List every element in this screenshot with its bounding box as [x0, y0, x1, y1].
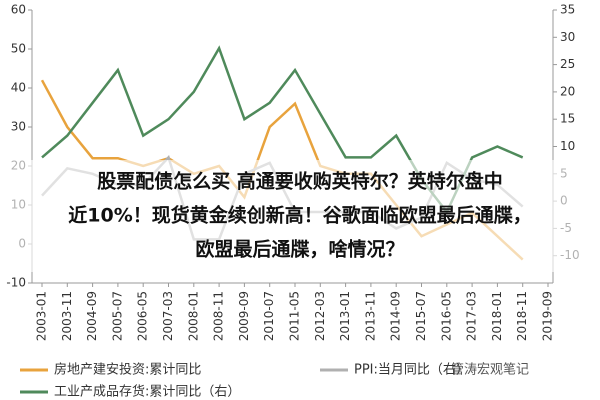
x-tick-label: 2018-01 — [490, 291, 504, 341]
x-tick-label: 2003-11 — [60, 291, 74, 341]
y2-tick-label: 15 — [560, 112, 575, 126]
y2-tick-label: 30 — [560, 30, 575, 44]
y-tick-label: 40 — [11, 81, 26, 95]
overlay-line: 股票配债怎么买 高通要收购英特尔？英特尔盘中 — [97, 170, 503, 193]
y-tick-label: 30 — [11, 120, 26, 134]
legend-label: PPI:当月同比（右） — [354, 363, 469, 378]
y-tick-label: 50 — [11, 42, 26, 56]
overlay-band — [0, 160, 600, 272]
x-tick-label: 2005-07 — [110, 291, 124, 341]
x-tick-label: 2004-09 — [85, 291, 99, 341]
x-tick-label: 2008-11 — [212, 291, 226, 341]
y2-tick-label: 20 — [560, 84, 575, 98]
x-tick-label: 2013-11 — [363, 291, 377, 341]
x-tick-label: 2014-09 — [389, 291, 403, 341]
x-tick-label: 2010-07 — [262, 291, 276, 341]
x-tick-label: 2016-05 — [439, 291, 453, 341]
x-tick-label: 2017-03 — [465, 291, 479, 341]
y2-tick-label: 25 — [560, 57, 575, 71]
x-tick-label: 2012-03 — [313, 291, 327, 341]
y2-tick-label: 35 — [560, 3, 575, 17]
x-tick-label: 2007-03 — [161, 291, 175, 341]
x-tick-label: 2009-09 — [237, 291, 251, 341]
y-tick-label: 60 — [11, 3, 26, 17]
x-tick-label: 2018-11 — [515, 291, 529, 341]
x-tick-label: 2013-01 — [338, 291, 352, 341]
x-tick-label: 2015-07 — [414, 291, 428, 341]
x-tick-label: 2003-01 — [35, 291, 49, 341]
overlay-line: 近10%！现货黄金续创新高！谷歌面临欧盟最后通牒， — [68, 204, 531, 227]
x-tick-label: 2008-01 — [186, 291, 200, 341]
x-tick-label: 2011-05 — [288, 291, 302, 341]
y2-tick-label: 10 — [560, 139, 575, 153]
x-tick-label: 2006-05 — [136, 291, 150, 341]
y-tick-label: -10 — [6, 276, 26, 290]
legend-label: 工业产成品存货:累计同比（右） — [54, 384, 240, 400]
legend-label: 房地产建安投资:累计同比 — [54, 362, 201, 378]
x-tick-label: 2019-09 — [541, 291, 555, 341]
overlay-line: 欧盟最后通牒，啥情况？ — [195, 238, 404, 261]
watermark: 管涛宏观笔记 — [451, 362, 529, 378]
